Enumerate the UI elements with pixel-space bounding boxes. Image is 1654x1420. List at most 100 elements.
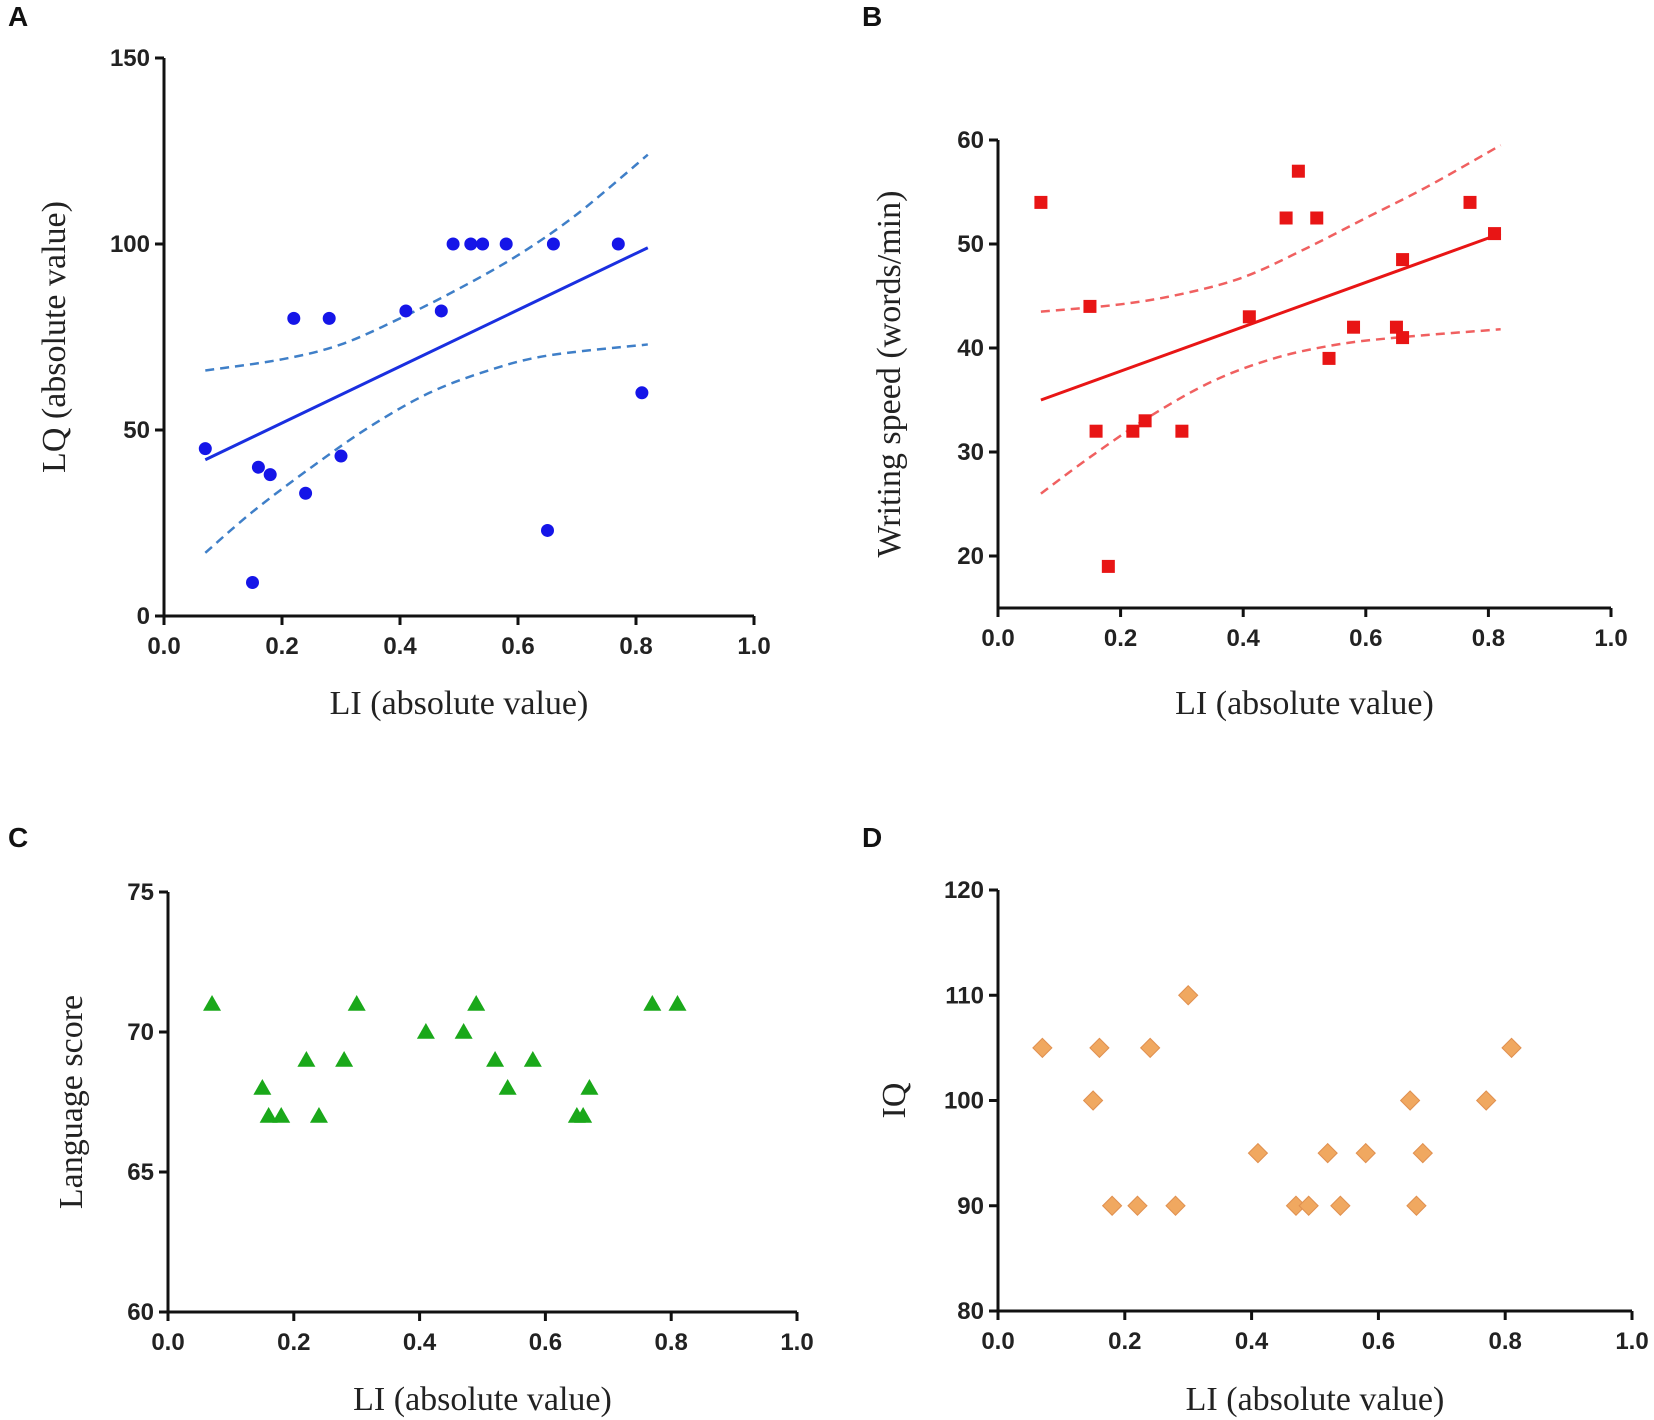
x-tick-label: 0.6 [1362,1328,1395,1355]
x-tick-label: 1.0 [1615,1328,1648,1355]
ci-lower-curve [204,343,648,554]
data-point [1488,227,1502,241]
data-point [203,995,222,1011]
data-point [1083,299,1097,313]
data-point [446,237,460,251]
x-tick-label: 0.8 [655,1329,688,1356]
data-point [309,1107,328,1123]
data-point [1089,424,1103,438]
x-tick-label: 0.4 [383,633,417,660]
data-point [251,460,265,474]
x-tick-label: 0.6 [501,633,534,660]
y-axis-label: Language score [53,995,90,1209]
data-point [498,1079,517,1095]
regression-line [1040,232,1502,402]
x-tick-label: 0.8 [1472,625,1505,652]
y-tick-label: 110 [945,982,984,1009]
y-tick-label: 150 [110,45,150,72]
data-point [1126,424,1140,438]
data-point [347,995,366,1011]
data-point [1138,414,1152,428]
data-point [1247,1142,1269,1164]
y-tick-label: 50 [957,231,984,258]
data-point [643,995,662,1011]
data-point [546,237,560,251]
panel-letter: C [8,822,28,853]
data-point [1396,331,1410,345]
data-point [322,311,336,325]
data-point [499,237,513,251]
x-tick-label: 0.2 [1104,625,1137,652]
x-tick-label: 0.8 [1489,1328,1522,1355]
y-tick-label: 60 [957,127,984,154]
x-axis-label: LI (absolute value) [330,685,589,722]
data-point [1089,1037,1110,1059]
x-tick-label: 1.0 [780,1329,813,1356]
panel-b: B 0.0 0.2 0.4 0.6 0.8 1.0 20 30 40 50 60 LI (absolut… [862,1,1628,722]
y-tick-label: 30 [957,439,984,466]
data-point [287,311,301,325]
data-point [259,1107,278,1123]
data-point [523,1051,542,1067]
y-tick-label: 60 [127,1299,154,1326]
x-tick-label: 0.0 [151,1329,184,1356]
data-point [1082,1090,1104,1111]
panel-letter: D [862,822,882,853]
y-tick-label: 75 [127,879,154,906]
data-point [1291,164,1305,178]
x-tick-label: 0.2 [1108,1328,1141,1355]
data-point [1101,1195,1123,1216]
data-point [1399,1090,1421,1111]
data-point [580,1079,599,1095]
data-point [476,237,490,251]
regression-line [204,246,649,462]
x-tick-label: 0.4 [403,1329,437,1356]
data-point [1165,1195,1186,1216]
data-point [1177,985,1199,1006]
data-point [611,237,625,251]
data-point [1389,320,1403,334]
y-tick-label: 65 [127,1159,154,1186]
data-point [1475,1090,1497,1111]
data-point [198,442,212,456]
data-point [1127,1195,1148,1216]
x-axis-label: LI (absolute value) [1186,1381,1445,1418]
data-point [1034,195,1048,209]
y-tick-label: 90 [957,1193,984,1220]
x-tick-label: 0.0 [147,633,180,660]
panel-c: C 0.0 0.2 0.4 0.6 0.8 1.0 60 65 70 75 LI (absolute … [8,822,814,1418]
data-point [1317,1142,1338,1164]
data-point [272,1107,291,1123]
data-point [1463,195,1477,209]
data-point [416,1023,435,1039]
data-point [486,1051,505,1067]
data-point [253,1079,272,1095]
y-tick-label: 40 [957,335,984,362]
y-tick-label: 50 [123,417,150,444]
x-tick-label: 1.0 [1594,625,1627,652]
data-point [434,304,448,318]
data-point [1032,1037,1053,1059]
data-point [1175,424,1189,438]
data-point [1279,211,1293,225]
data-point [1310,211,1324,225]
data-point [574,1107,593,1123]
data-point [299,486,313,500]
x-tick-label: 0.0 [981,625,1014,652]
data-point [454,1023,473,1039]
ci-lower-curve [1040,328,1501,495]
data-point [1406,1195,1427,1216]
data-point [1101,559,1115,573]
data-point [399,304,413,318]
y-tick-label: 100 [110,231,150,258]
x-tick-label: 0.2 [277,1329,310,1356]
data-point [1347,320,1361,334]
data-point [1501,1037,1522,1059]
panel-letter: A [8,1,28,32]
x-tick-label: 0.6 [529,1329,562,1356]
data-point [1396,253,1410,267]
data-point [668,995,687,1011]
data-point [297,1051,316,1067]
y-tick-label: 120 [944,877,984,904]
data-point [263,468,277,482]
